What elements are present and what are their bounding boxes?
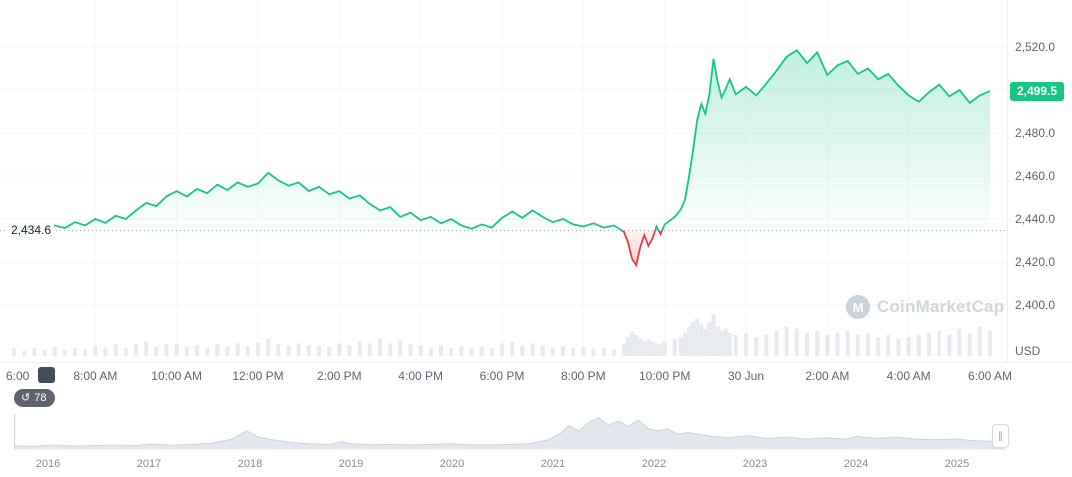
year-axis[interactable]: 2016 2017 2018 2019 2020 2021 2022 2023 2024 2025 [0,456,1072,474]
time-axis-label: 6:00 [6,369,30,383]
time-axis[interactable]: 6:00 8:00 AM 10:00 AM 12:00 PM 2:00 PM 4:00 P… [0,363,1012,387]
axis-badge[interactable] [38,367,55,383]
navigator-right-drag-handle[interactable]: ∥ [992,424,1009,448]
time-axis-label: 2:00 AM [805,369,850,383]
time-axis-label: 8:00 AM [73,369,118,383]
time-axis-label: 10:00 AM [151,369,203,383]
year-axis-label: 2018 [237,458,263,470]
history-bars-count: 78 [34,392,47,404]
year-axis-label: 2016 [35,458,61,470]
price-line-up [13,49,991,231]
baseline-price-label: 2,434.6 [8,222,55,238]
year-axis-label: 2025 [944,458,970,470]
volume-bars [12,314,992,356]
time-axis-label: 2:00 PM [316,369,362,383]
drag-handle-icon: ∥ [998,430,1003,442]
price-axis-label: 2,440.0 [1015,212,1056,226]
time-axis-label: 8:00 PM [560,369,606,383]
time-axis-separator [0,362,1072,363]
time-axis-label: 30 Jun [727,369,765,383]
price-chart-svg[interactable] [0,0,1007,360]
price-axis-label: 2,400.0 [1015,298,1056,312]
history-clock-icon: ↺ [21,391,31,404]
coinmarketcap-watermark: M CoinMarketCap [846,295,1004,319]
watermark-text: CoinMarketCap [877,297,1005,316]
main-chart-pane[interactable]: 2,434.6 M CoinMarketCap [0,0,1007,360]
currency-unit-label: USD [1015,344,1041,358]
year-axis-label: 2022 [641,458,667,470]
price-axis[interactable]: 2,499.5 USD 2,520.0 2,480.0 2,460.0 2,440.0… [1008,0,1072,362]
year-axis-label: 2017 [136,458,162,470]
time-axis-label: 4:00 PM [398,369,444,383]
year-axis-label: 2021 [540,458,566,470]
year-axis-label: 2023 [742,458,768,470]
current-price-badge: 2,499.5 [1010,82,1065,102]
area-fill-up [14,50,990,231]
navigator-area [14,417,1005,450]
price-axis-label: 2,460.0 [1015,169,1056,183]
time-axis-label: 12:00 PM [232,369,284,383]
price-axis-label: 2,420.0 [1015,255,1056,269]
navigator-line [13,417,1006,447]
history-bars-badge[interactable]: ↺ 78 [14,389,56,407]
year-axis-label: 2020 [439,458,465,470]
time-axis-label: 6:00 PM [479,369,525,383]
price-axis-label: 2,520.0 [1015,40,1056,54]
year-axis-label: 2019 [338,458,364,470]
date-range-navigator[interactable]: ∥ [0,410,1072,452]
navigator-minichart-svg[interactable] [0,410,1072,452]
coinmarketcap-logo-icon: M [846,295,870,319]
time-axis-label: 4:00 AM [886,369,931,383]
time-axis-label: 10:00 PM [638,369,691,383]
price-axis-separator [1007,0,1008,362]
year-axis-label: 2024 [843,458,869,470]
time-axis-label: 6:00 AM [967,369,1013,383]
price-axis-label: 2,480.0 [1015,126,1056,140]
